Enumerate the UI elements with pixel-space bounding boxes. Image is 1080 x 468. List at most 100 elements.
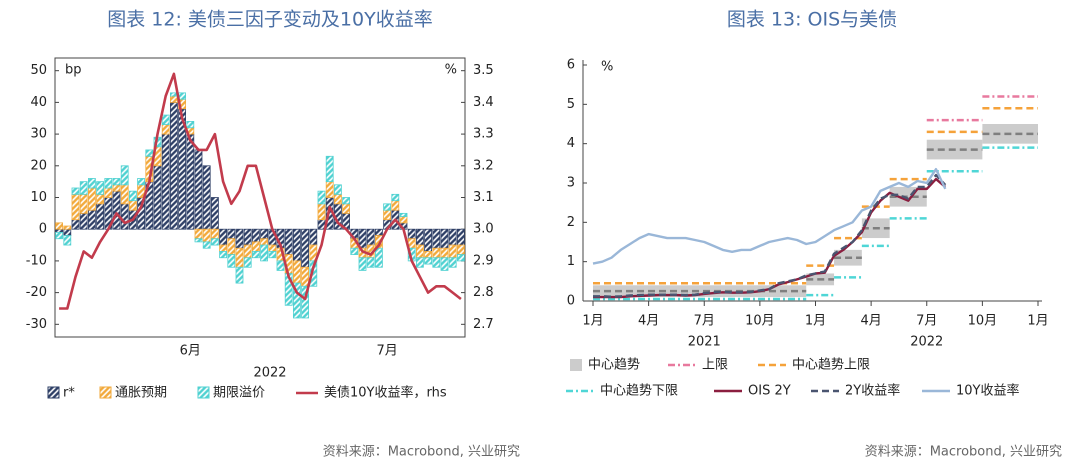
bar bbox=[120, 165, 129, 186]
bar bbox=[55, 228, 63, 233]
bar bbox=[63, 235, 72, 246]
bar bbox=[112, 184, 121, 192]
bar bbox=[317, 203, 326, 221]
bar bbox=[63, 228, 72, 236]
bar bbox=[440, 228, 449, 249]
bar bbox=[161, 133, 170, 230]
x-tick-label: 10月 bbox=[745, 314, 775, 329]
bar bbox=[137, 178, 146, 186]
bar bbox=[399, 212, 408, 217]
bar bbox=[104, 187, 113, 198]
bar bbox=[350, 247, 359, 255]
bar bbox=[309, 260, 318, 287]
y-tick-label: 3 bbox=[567, 176, 575, 191]
y-tick-label: 10 bbox=[30, 190, 47, 205]
source: 资料来源：Macrobond, 兴业研究 bbox=[865, 445, 1062, 460]
bar bbox=[71, 187, 80, 195]
bar bbox=[276, 260, 285, 271]
bar bbox=[317, 190, 326, 205]
bar bbox=[112, 178, 121, 186]
bar bbox=[391, 193, 400, 202]
x-tick-label: 1月 bbox=[582, 314, 603, 329]
bar bbox=[104, 178, 113, 189]
x-tick-label: 10月 bbox=[968, 314, 998, 329]
bar bbox=[227, 254, 236, 268]
bar bbox=[268, 244, 277, 252]
bar bbox=[333, 184, 342, 195]
x-year-label: 2021 bbox=[688, 335, 721, 350]
bar bbox=[342, 203, 351, 214]
band bbox=[889, 186, 927, 207]
bar bbox=[169, 95, 178, 103]
bar bbox=[456, 254, 465, 262]
bar bbox=[456, 228, 465, 246]
source: 资料来源：Macrobond, 兴业研究 bbox=[323, 445, 520, 460]
y2-tick-label: 3.2 bbox=[473, 158, 494, 173]
bar bbox=[120, 203, 129, 230]
bar bbox=[301, 266, 310, 287]
bar bbox=[202, 228, 211, 243]
bar bbox=[243, 244, 252, 259]
y-tick-label: 5 bbox=[567, 97, 575, 112]
bar bbox=[251, 228, 260, 243]
bar bbox=[448, 257, 457, 268]
bar bbox=[292, 260, 301, 284]
bar bbox=[71, 219, 80, 230]
bar bbox=[194, 228, 203, 240]
bar bbox=[79, 181, 88, 195]
y2-tick-label: 3.4 bbox=[473, 95, 494, 110]
bar bbox=[358, 257, 367, 271]
line bbox=[592, 168, 947, 265]
y-tick-label: -20 bbox=[26, 285, 47, 300]
bar bbox=[374, 228, 383, 236]
bar bbox=[235, 247, 244, 268]
bar bbox=[71, 193, 80, 221]
y2-tick-label: 2.7 bbox=[473, 317, 494, 332]
bar bbox=[161, 124, 170, 135]
line bbox=[593, 173, 947, 298]
bar bbox=[251, 250, 260, 259]
bar bbox=[333, 193, 342, 205]
bar bbox=[243, 257, 252, 268]
legend-label: 中心趋势上限 bbox=[792, 357, 870, 373]
y-tick-label: 2 bbox=[567, 215, 575, 230]
bar bbox=[227, 228, 236, 240]
bar bbox=[432, 247, 441, 259]
y-unit: bp bbox=[65, 63, 82, 78]
legend-label: 中心趋势 bbox=[588, 357, 640, 373]
bar bbox=[415, 228, 424, 246]
bar bbox=[186, 121, 195, 129]
bar bbox=[112, 190, 121, 230]
bar bbox=[415, 244, 424, 259]
bar bbox=[219, 228, 228, 246]
legend-label: 10Y收益率 bbox=[956, 383, 1019, 399]
y-tick-label: 0 bbox=[39, 222, 47, 237]
bar bbox=[448, 228, 457, 246]
legend-label: 美债10Y收益率，rhs bbox=[324, 385, 447, 401]
bar bbox=[194, 238, 203, 243]
bar bbox=[79, 212, 88, 230]
bar bbox=[186, 133, 195, 230]
bar bbox=[235, 228, 244, 249]
bar bbox=[219, 244, 228, 252]
bar bbox=[96, 181, 104, 195]
x-axis-label: 2022 bbox=[253, 366, 286, 381]
bar bbox=[145, 149, 154, 157]
y-tick-label: -30 bbox=[26, 317, 47, 332]
bar bbox=[210, 228, 219, 240]
bar bbox=[383, 203, 392, 211]
bar bbox=[194, 149, 203, 230]
y-tick-label: -10 bbox=[26, 253, 47, 268]
legend-swatch bbox=[570, 359, 582, 371]
legend-label: r* bbox=[63, 386, 75, 401]
y-tick-label: 30 bbox=[30, 127, 47, 142]
bar bbox=[251, 241, 260, 252]
bar bbox=[55, 222, 63, 230]
y-tick-label: 40 bbox=[30, 95, 47, 110]
bar bbox=[79, 193, 88, 214]
legend-label: 2Y收益率 bbox=[845, 383, 900, 399]
bar bbox=[219, 250, 228, 259]
bar bbox=[128, 190, 137, 202]
